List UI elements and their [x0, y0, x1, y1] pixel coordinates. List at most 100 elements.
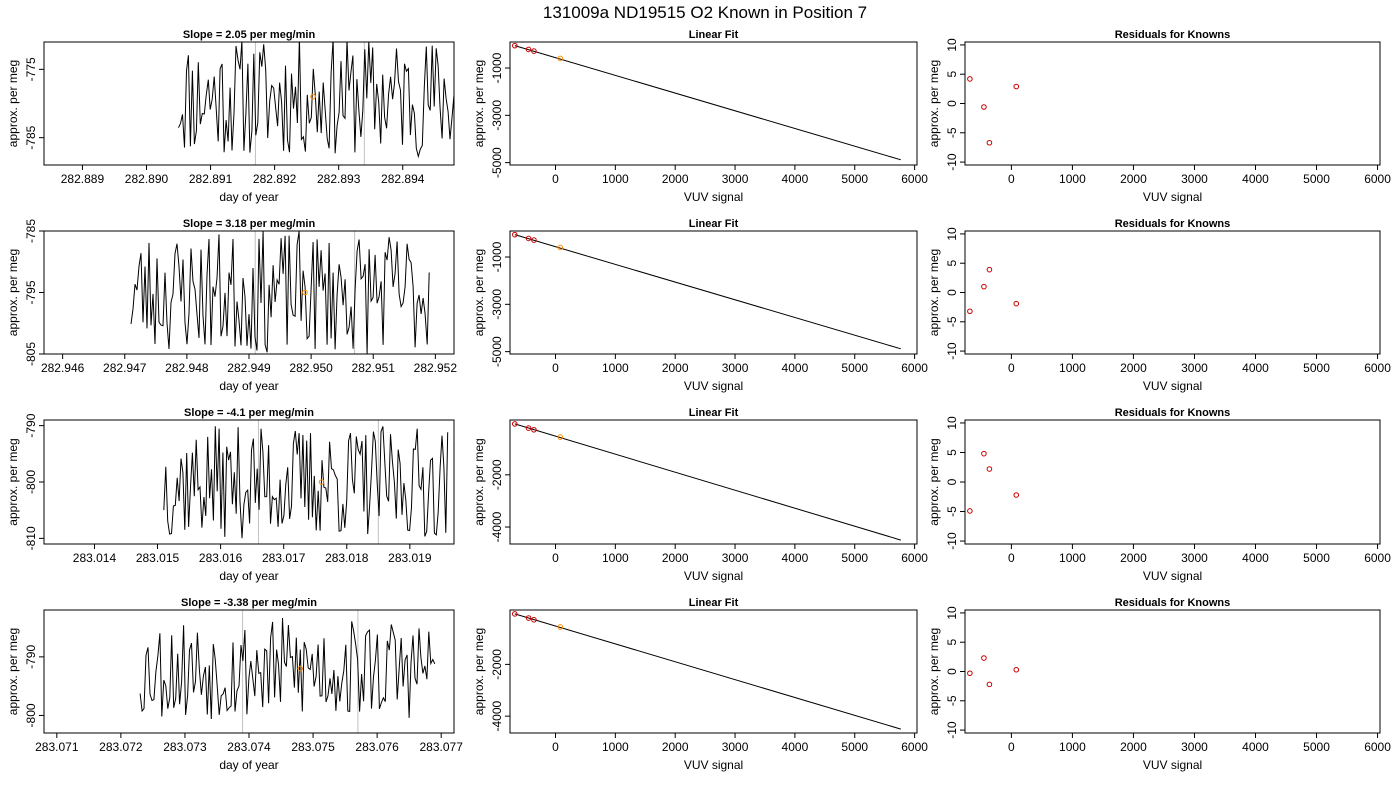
- y-tick-label: -790: [24, 645, 38, 669]
- x-tick-label: 4000: [1242, 740, 1269, 754]
- plot-area: [511, 231, 901, 350]
- panel-title: Linear Fit: [689, 407, 739, 419]
- plot-area: [511, 421, 901, 541]
- sample-point: [557, 434, 564, 440]
- x-axis-label: VUV signal: [1143, 758, 1202, 772]
- y-tick-label: -10: [945, 721, 959, 739]
- panel-fit-row1: Linear Fit 0 1000 2000 3000 4000 5000 6000 -1000…: [472, 29, 928, 204]
- known-point: [531, 426, 537, 433]
- x-axis-label: day of year: [219, 379, 278, 393]
- y-tick-label: -5000: [490, 147, 504, 178]
- x-tick-label: 282.951: [352, 361, 396, 375]
- x-tick-label: 283.074: [227, 740, 271, 754]
- x-tick-label: 4000: [1242, 551, 1269, 565]
- y-tick-label: 10: [945, 416, 959, 430]
- x-tick-label: 3000: [722, 172, 749, 186]
- x-tick-label: 2000: [1120, 172, 1147, 186]
- known-point: [531, 48, 537, 54]
- plot-area: [967, 266, 1020, 315]
- x-tick-label: 1000: [602, 172, 629, 186]
- x-axis-label: VUV signal: [1143, 569, 1202, 583]
- y-tick-label: -2000: [490, 459, 504, 490]
- panel-trace-row2: Slope = 3.18 per meg/min 282.946 282.947 28…: [6, 218, 457, 393]
- panel-title: Residuals for Knowns: [1115, 597, 1231, 609]
- panel-fit-row3: Linear Fit 0 1000 2000 3000 4000 5000 6000 -2000…: [472, 407, 928, 583]
- y-tick-label: -790: [24, 413, 38, 437]
- y-axis-label: approx. per meg: [6, 249, 20, 336]
- x-tick-label: 3000: [1181, 172, 1208, 186]
- panel-title: Slope = -4.1 per meg/min: [184, 407, 314, 419]
- panel-title: Slope = 3.18 per meg/min: [183, 218, 316, 230]
- panel-fit-row4: Linear Fit 0 1000 2000 3000 4000 5000 6000 -2000…: [472, 597, 928, 772]
- y-axis-label: approx. per meg: [472, 438, 486, 525]
- x-tick-label: 3000: [722, 551, 749, 565]
- plot-frame: [43, 230, 455, 355]
- known-point: [525, 615, 532, 621]
- panel-title: Linear Fit: [689, 597, 739, 609]
- x-tick-label: 4000: [782, 361, 809, 375]
- plot-frame: [964, 41, 1381, 166]
- panel-trace-row1: Slope = 2.05 per meg/min 282.889 282.890 28…: [6, 29, 455, 204]
- residual-point: [1013, 492, 1020, 498]
- x-tick-label: 283.015: [136, 551, 180, 565]
- plot-area: [511, 42, 901, 161]
- residual-point: [986, 466, 993, 472]
- plot-area: [511, 611, 901, 730]
- x-tick-label: 5000: [841, 740, 868, 754]
- x-tick-label: 282.894: [381, 172, 425, 186]
- known-point: [511, 231, 518, 238]
- sample-marker: [318, 479, 325, 485]
- x-tick-label: 283.018: [325, 551, 369, 565]
- x-tick-label: 2000: [662, 361, 689, 375]
- y-tick-label: 10: [945, 606, 959, 620]
- y-tick-label: 0: [945, 289, 959, 296]
- plot-area: [967, 655, 1020, 688]
- x-tick-label: 1000: [602, 361, 629, 375]
- x-tick-label: 2000: [662, 740, 689, 754]
- panel-residuals-row4: Residuals for Knowns 0 1000 2000 3000 4000 500…: [927, 597, 1391, 772]
- x-tick-label: 2000: [1120, 551, 1147, 565]
- known-point: [511, 42, 518, 49]
- x-axis-label: VUV signal: [684, 379, 743, 393]
- plot-frame: [43, 609, 455, 734]
- y-tick-label: -800: [24, 703, 38, 727]
- y-tick-label: -2000: [490, 649, 504, 680]
- y-tick-label: -10: [945, 342, 959, 360]
- residual-point: [967, 308, 973, 315]
- fit-line: [514, 45, 901, 161]
- panel-title: Linear Fit: [689, 218, 739, 230]
- x-tick-label: 283.076: [355, 740, 399, 754]
- x-tick-label: 5000: [841, 361, 868, 375]
- x-tick-label: 282.893: [317, 172, 361, 186]
- x-axis-label: VUV signal: [1143, 190, 1202, 204]
- x-tick-label: 6000: [1364, 172, 1391, 186]
- x-tick-label: 5000: [1303, 361, 1330, 375]
- y-axis-label: approx. per meg: [6, 60, 20, 147]
- trace-line: [130, 231, 430, 354]
- plot-frame: [43, 419, 455, 545]
- y-tick-label: 0: [945, 100, 959, 107]
- x-axis-label: day of year: [219, 190, 278, 204]
- y-axis-label: approx. per meg: [472, 628, 486, 715]
- x-tick-label: 4000: [782, 172, 809, 186]
- panel-title: Slope = -3.38 per meg/min: [181, 597, 317, 609]
- x-tick-label: 2000: [1120, 740, 1147, 754]
- y-tick-label: -3000: [490, 289, 504, 320]
- x-tick-label: 282.892: [253, 172, 297, 186]
- known-point: [511, 611, 518, 617]
- residual-point: [967, 508, 973, 514]
- x-axis-label: VUV signal: [684, 758, 743, 772]
- plot-area: [178, 42, 454, 165]
- panel-title: Slope = 2.05 per meg/min: [183, 29, 316, 41]
- y-tick-label: -805: [24, 342, 38, 366]
- y-tick-label: -810: [24, 526, 38, 550]
- y-tick-label: 0: [945, 478, 959, 485]
- plot-frame: [509, 41, 918, 166]
- x-tick-label: 2000: [1120, 361, 1147, 375]
- x-axis-label: VUV signal: [1143, 379, 1202, 393]
- known-point: [525, 46, 532, 53]
- y-tick-label: -5: [945, 316, 959, 327]
- y-tick-label: -5: [945, 127, 959, 138]
- panel-trace-row3: Slope = -4.1 per meg/min 283.014 283.015 28…: [6, 407, 455, 583]
